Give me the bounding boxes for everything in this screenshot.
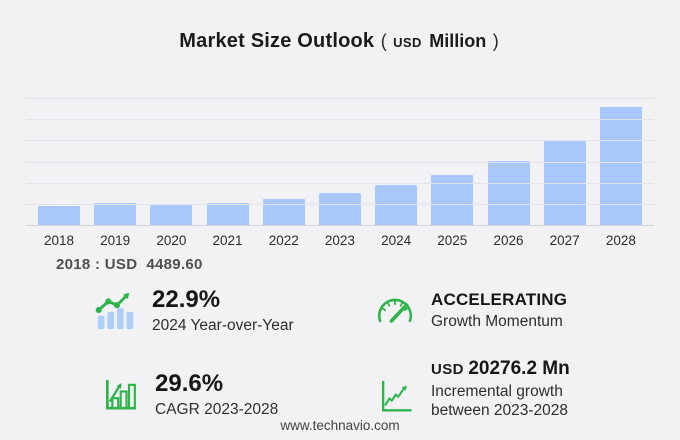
- stat-text: USD 20276.2 Mn Incremental growth betwee…: [431, 358, 570, 421]
- bar-2022: [262, 198, 305, 225]
- page-title: Market Size Outlook ( USD Million ): [0, 30, 680, 53]
- bar-2028: [599, 106, 642, 225]
- x-tick-label-2018: 2018: [43, 233, 75, 248]
- x-tick-label-2020: 2020: [156, 233, 187, 248]
- stat-value: 29.6%: [155, 370, 224, 397]
- stat-value: 22.9%: [152, 286, 221, 313]
- base-year-label: 2018 : USD: [56, 256, 138, 273]
- gridline: [26, 98, 654, 99]
- bar-2023: [318, 192, 361, 225]
- x-tick-label-2019: 2019: [100, 233, 131, 248]
- bar-2021: [206, 202, 249, 225]
- stat-incremental-growth: USD 20276.2 Mn Incremental growth betwee…: [372, 358, 570, 421]
- x-axis-labels: 2018 2019 2020 2021 2022 2023 2024 2025 2026 2027…: [38, 233, 642, 248]
- x-tick-label-2025: 2025: [437, 233, 468, 248]
- x-tick-label-2021: 2021: [212, 233, 243, 248]
- base-year-annotation: 2018 : USD 4489.60: [56, 256, 203, 273]
- bar-rect: [150, 204, 193, 225]
- speedometer-icon: [372, 290, 418, 336]
- title-main: Market Size Outlook: [179, 30, 375, 52]
- stat-label: CAGR 2023-2028: [155, 401, 279, 419]
- x-tick-label-2028: 2028: [605, 233, 636, 248]
- stat-value-number: 20276.2 Mn: [468, 358, 570, 379]
- gridline: [26, 203, 654, 205]
- gridline: [26, 140, 654, 142]
- website-url: www.technavio.com: [280, 418, 400, 433]
- bar-2020: [150, 204, 193, 225]
- stat-growth-momentum: ACCELERATING Growth Momentum: [372, 290, 567, 336]
- stat-yoy-growth: 22.9% 2024 Year-over-Year: [93, 287, 294, 336]
- gridline: [26, 161, 654, 163]
- bar-rect: [487, 160, 530, 225]
- stat-value-unit: USD: [431, 361, 464, 378]
- bar-2027: [543, 139, 586, 225]
- bar-2019: [94, 203, 137, 225]
- bar-rect: [599, 106, 642, 225]
- stat-text: 22.9% 2024 Year-over-Year: [152, 287, 294, 336]
- title-paren-open: (: [380, 31, 387, 51]
- bar-2024: [375, 185, 418, 225]
- bar-rect: [94, 203, 137, 225]
- stat-text: 29.6% CAGR 2023-2028: [155, 371, 278, 420]
- bar-2018: [38, 206, 80, 225]
- base-year-value: 4489.60: [146, 256, 203, 273]
- bar-rect: [206, 202, 249, 225]
- x-axis-line: [26, 225, 654, 226]
- stat-value: ACCELERATING: [431, 290, 568, 309]
- line-graph-arrow-icon: [372, 373, 418, 419]
- bar-rect: [543, 139, 586, 225]
- stat-label: Incremental growth between 2023-2028: [431, 382, 570, 421]
- stat-label: 2024 Year-over-Year: [152, 317, 294, 335]
- stat-label: Growth Momentum: [431, 313, 563, 331]
- stat-value: USD 20276.2 Mn: [431, 358, 570, 380]
- bar-rect: [375, 185, 418, 225]
- title-paren-close: ): [492, 31, 499, 51]
- bar-rect: [318, 192, 361, 225]
- x-tick-label-2022: 2022: [268, 233, 299, 248]
- gridline: [26, 182, 654, 184]
- bar-rect: [38, 206, 80, 225]
- stat-label-line2: between 2023-2028: [431, 402, 569, 420]
- bar-2026: [487, 160, 530, 225]
- bars-row: [38, 99, 642, 225]
- stat-text: ACCELERATING Growth Momentum: [431, 290, 567, 332]
- x-tick-label-2023: 2023: [324, 233, 355, 248]
- title-unit-usd: USD: [393, 35, 422, 50]
- gridline: [26, 119, 654, 121]
- ascending-bars-arrow-icon: [96, 371, 142, 417]
- bar-chart-trend-up-icon: [93, 287, 139, 333]
- bar-rect: [262, 198, 305, 225]
- x-tick-label-2026: 2026: [493, 233, 524, 248]
- plot-area: [26, 98, 654, 226]
- title-unit-million: Million: [429, 31, 487, 51]
- x-tick-label-2024: 2024: [381, 233, 412, 248]
- x-tick-label-2027: 2027: [549, 233, 580, 248]
- stat-label-line1: Incremental growth: [431, 382, 563, 400]
- stat-cagr: 29.6% CAGR 2023-2028: [96, 371, 278, 420]
